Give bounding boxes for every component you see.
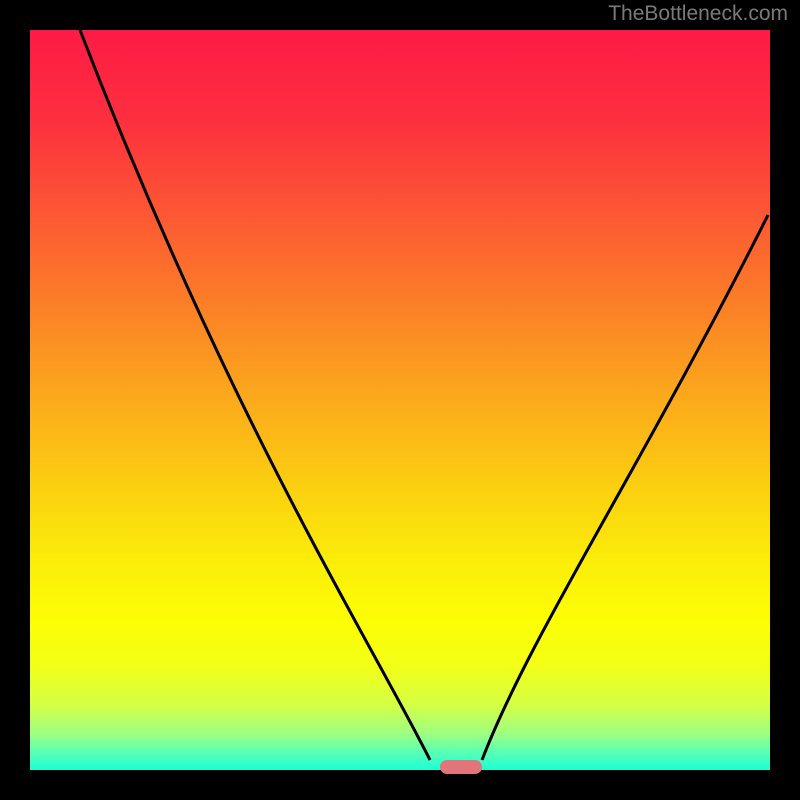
- optimal-marker: [440, 760, 482, 774]
- plot-background: [30, 30, 770, 770]
- watermark-text: TheBottleneck.com: [608, 2, 788, 26]
- bottleneck-chart: [0, 0, 800, 800]
- chart-container: TheBottleneck.com: [0, 0, 800, 800]
